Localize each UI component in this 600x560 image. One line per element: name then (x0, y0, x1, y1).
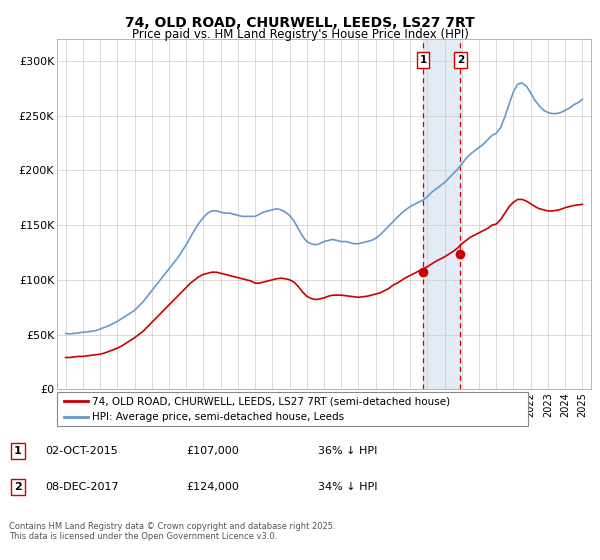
Text: 02-OCT-2015: 02-OCT-2015 (45, 446, 118, 456)
Text: 34% ↓ HPI: 34% ↓ HPI (318, 482, 377, 492)
Text: £107,000: £107,000 (186, 446, 239, 456)
Text: Price paid vs. HM Land Registry's House Price Index (HPI): Price paid vs. HM Land Registry's House … (131, 28, 469, 41)
Text: Contains HM Land Registry data © Crown copyright and database right 2025.
This d: Contains HM Land Registry data © Crown c… (9, 522, 335, 542)
Text: £124,000: £124,000 (186, 482, 239, 492)
Text: 74, OLD ROAD, CHURWELL, LEEDS, LS27 7RT (semi-detached house): 74, OLD ROAD, CHURWELL, LEEDS, LS27 7RT … (92, 396, 451, 407)
Text: 36% ↓ HPI: 36% ↓ HPI (318, 446, 377, 456)
Text: HPI: Average price, semi-detached house, Leeds: HPI: Average price, semi-detached house,… (92, 412, 344, 422)
FancyBboxPatch shape (57, 392, 528, 426)
Text: 08-DEC-2017: 08-DEC-2017 (45, 482, 119, 492)
Text: 1: 1 (419, 55, 427, 65)
Text: 1: 1 (14, 446, 22, 456)
Bar (423, 39, 460, 389)
Text: 74, OLD ROAD, CHURWELL, LEEDS, LS27 7RT: 74, OLD ROAD, CHURWELL, LEEDS, LS27 7RT (125, 16, 475, 30)
Text: 2: 2 (14, 482, 22, 492)
Text: 2: 2 (457, 55, 464, 65)
